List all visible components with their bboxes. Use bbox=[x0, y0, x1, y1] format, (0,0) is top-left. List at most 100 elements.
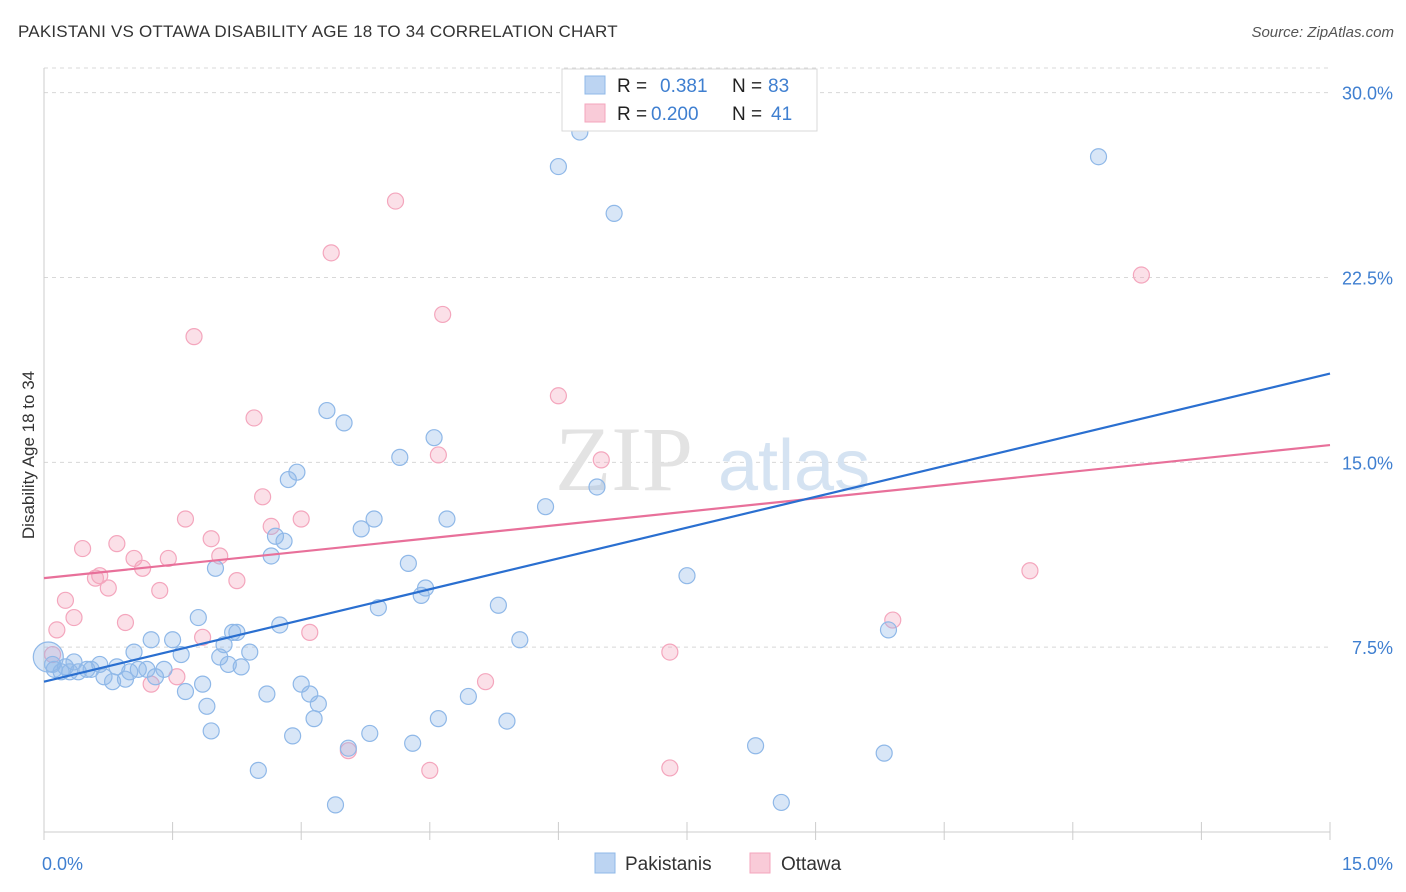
y-tick-label: 7.5% bbox=[1352, 638, 1393, 658]
pakistanis-point bbox=[189, 608, 207, 627]
pakistanis-point bbox=[429, 710, 447, 728]
pakistanis-point bbox=[549, 157, 568, 176]
legend-label-pakistanis: Pakistanis bbox=[625, 854, 712, 875]
pakistanis-point bbox=[284, 727, 302, 745]
pakistanis-point bbox=[194, 675, 212, 693]
ottawa-point bbox=[245, 409, 263, 427]
ottawa-point bbox=[592, 451, 610, 469]
stats-r-label-1: R = bbox=[617, 76, 647, 97]
ottawa-point bbox=[429, 446, 447, 464]
y-axis-title: Disability Age 18 to 34 bbox=[19, 371, 38, 539]
pakistanis-point bbox=[391, 448, 409, 466]
y-axis-label: Disability Age 18 to 34 bbox=[19, 371, 38, 539]
ottawa-point bbox=[159, 549, 177, 568]
tick-labels: 7.5% 15.0% 22.5% 30.0% 0.0% 15.0% bbox=[42, 84, 1393, 874]
stats-n-value-1: 83 bbox=[768, 76, 789, 97]
pakistanis-point bbox=[266, 527, 285, 545]
pakistanis-point bbox=[365, 510, 383, 528]
x-tick-label-min: 0.0% bbox=[42, 854, 83, 874]
watermark: ZIP atlas bbox=[555, 408, 870, 510]
pakistanis-point bbox=[511, 631, 529, 649]
gridlines bbox=[44, 67, 1330, 648]
pakistanis-point bbox=[249, 761, 267, 779]
source-label: Source: ZipAtlas.com bbox=[1251, 24, 1394, 41]
pakistanis-point bbox=[232, 658, 250, 676]
series-legend: Pakistanis Ottawa bbox=[594, 852, 842, 875]
ottawa-point bbox=[194, 628, 212, 646]
ottawa-point bbox=[262, 517, 280, 536]
pakistanis-point bbox=[198, 697, 216, 715]
pakistanis-point bbox=[228, 623, 246, 641]
stats-r-value-1: 0.381 bbox=[660, 76, 708, 97]
pakistanis-trend-line bbox=[43, 372, 1331, 683]
pakistanis-point bbox=[326, 796, 345, 814]
pakistanis-point bbox=[498, 712, 516, 730]
pakistanis-point bbox=[241, 643, 259, 661]
legend-label-ottawa: Ottawa bbox=[781, 854, 842, 875]
chart-title: PAKISTANI VS OTTAWA DISABILITY AGE 18 TO… bbox=[18, 22, 618, 41]
ottawa-point bbox=[661, 759, 679, 777]
ottawa-point bbox=[116, 613, 135, 632]
y-tick-label: 15.0% bbox=[1342, 453, 1393, 473]
stats-n-label-1: N = bbox=[732, 76, 762, 97]
pakistanis-point bbox=[605, 204, 623, 223]
stats-n-label-2: N = bbox=[732, 104, 762, 125]
pakistanis-point bbox=[425, 429, 443, 447]
pakistanis-point bbox=[65, 653, 83, 671]
pakistanis-point bbox=[588, 478, 606, 496]
x-tick-label-max: 15.0% bbox=[1342, 854, 1393, 874]
ottawa-point bbox=[254, 488, 272, 506]
stats-swatch-pink bbox=[584, 103, 606, 123]
stats-r-label-2: R = bbox=[617, 104, 647, 125]
stats-legend: R = 0.381 N = 83 R = 0.200 N = 41 bbox=[561, 68, 818, 132]
stats-swatch-blue bbox=[584, 75, 606, 95]
pakistanis-point bbox=[219, 655, 237, 674]
ottawa-point bbox=[292, 510, 310, 528]
legend-swatch-ottawa bbox=[749, 852, 771, 874]
watermark-zip: ZIP bbox=[555, 408, 693, 510]
pakistanis-point bbox=[258, 685, 276, 703]
ottawa-point bbox=[301, 623, 319, 641]
pakistanis-point bbox=[879, 621, 898, 639]
ottawa-point bbox=[1021, 562, 1039, 580]
ottawa-point bbox=[48, 621, 66, 639]
pakistanis-point bbox=[404, 734, 422, 752]
ottawa-trend-line bbox=[43, 443, 1331, 580]
ottawa-point bbox=[56, 591, 75, 609]
ottawa-point bbox=[176, 510, 195, 528]
pakistanis-point bbox=[215, 636, 233, 654]
ottawa-point bbox=[43, 645, 62, 664]
legend-swatch-pakistanis bbox=[594, 852, 616, 874]
ottawa-point bbox=[434, 305, 452, 324]
pakistanis-point bbox=[202, 722, 220, 740]
ottawa-point bbox=[884, 611, 902, 629]
ottawa-point bbox=[108, 535, 126, 553]
pakistanis-point bbox=[438, 510, 456, 528]
pakistanis-point bbox=[176, 682, 195, 701]
pakistanis-points bbox=[32, 123, 1108, 814]
ottawa-point bbox=[386, 192, 405, 210]
ottawa-point bbox=[65, 608, 83, 627]
ottawa-point bbox=[661, 643, 679, 661]
pakistanis-point bbox=[309, 695, 327, 713]
ottawa-point bbox=[73, 539, 92, 558]
pakistanis-point bbox=[352, 520, 370, 538]
pakistanis-point bbox=[875, 744, 893, 762]
pakistanis-point bbox=[142, 631, 160, 649]
pakistanis-point bbox=[746, 737, 765, 755]
ottawa-point bbox=[1132, 266, 1150, 284]
ottawa-point bbox=[322, 244, 340, 262]
pakistanis-point bbox=[288, 463, 306, 481]
pakistanis-point bbox=[318, 401, 336, 420]
watermark-atlas: atlas bbox=[718, 426, 870, 506]
pakistanis-point bbox=[1089, 148, 1108, 166]
trend-lines bbox=[43, 372, 1331, 683]
pakistanis-point bbox=[678, 567, 696, 585]
stats-r-value-2: 0.200 bbox=[651, 104, 699, 125]
pakistanis-point bbox=[164, 631, 182, 649]
ottawa-point bbox=[202, 530, 220, 548]
ottawa-point bbox=[185, 328, 203, 346]
pakistanis-point bbox=[275, 532, 293, 550]
ottawa-point bbox=[151, 581, 169, 600]
